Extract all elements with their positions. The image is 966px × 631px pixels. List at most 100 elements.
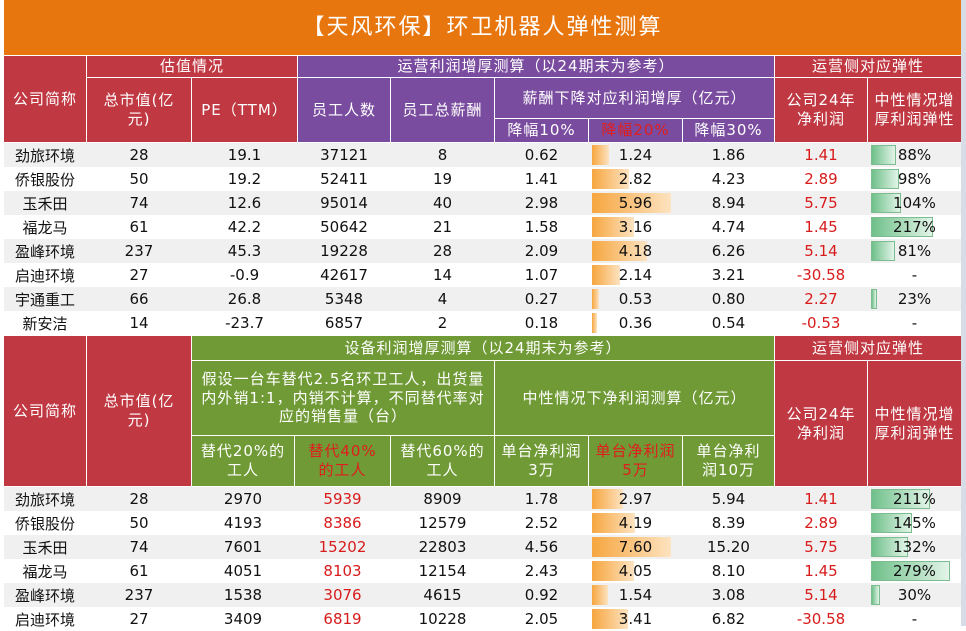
t2-header-r60: 替代60%的工人	[391, 436, 494, 486]
t1-row: 福龙马 61 42.2 50642 21 1.58 3.16 4.74 1.45 217%	[4, 215, 961, 239]
t2-cell-elastic: 279%	[868, 559, 961, 583]
spreadsheet-view: 【天风环保】环卫机器人弹性测算 公司简称 估值情况 总市值(亿元) PE（TTM…	[4, 0, 961, 629]
t1-cell-c30: 0.54	[683, 311, 774, 335]
t2-cell-p3: 2.05	[495, 607, 588, 631]
t1-value-name: 启迪环境	[14, 266, 75, 285]
t1-cell-mcap: 28	[87, 143, 191, 167]
t1-cell-staff: 37121	[298, 143, 390, 167]
t1-cell-mcap: 27	[87, 263, 191, 287]
t2-cell-mcap: 50	[87, 511, 191, 535]
t2-value-profit: 5.14	[804, 586, 838, 604]
t1-cell-salary: 4	[391, 287, 494, 311]
t2-cell-r20: 4051	[192, 559, 294, 583]
t1-cell-profit: 5.75	[775, 191, 867, 215]
t1-cell-pe: 42.2	[192, 215, 297, 239]
t2-header-p3: 单台净利润3万	[495, 436, 588, 486]
t2-databar	[871, 585, 880, 605]
t1-row: 玉禾田 74 12.6 95014 40 2.98 5.96 8.94 5.75 104%	[4, 191, 961, 215]
t1-databar	[871, 145, 896, 165]
t2-value-p5: 1.54	[618, 586, 653, 604]
t2-cell-p10: 8.10	[683, 559, 774, 583]
t2-cell-mcap: 74	[87, 535, 191, 559]
t1-value-pe: 12.6	[227, 194, 262, 212]
t1-cell-elastic: -	[868, 311, 961, 335]
t1-cell-salary: 21	[391, 215, 494, 239]
t2-value-r20: 2970	[223, 490, 263, 508]
t2-cell-name: 福龙马	[4, 559, 86, 583]
t1-value-pe: 45.3	[227, 242, 262, 260]
t1-value-c30: 3.21	[711, 266, 746, 284]
t1-value-c30: 6.26	[711, 242, 746, 260]
t1-value-mcap: 27	[129, 266, 149, 284]
t2-cell-p3: 0.92	[495, 583, 588, 607]
t1-value-c30: 1.86	[711, 146, 746, 164]
t2-value-p5: 3.41	[618, 610, 653, 628]
t2-value-mcap: 27	[129, 610, 149, 628]
t1-cell-salary: 28	[391, 239, 494, 263]
t1-cell-salary: 2	[391, 311, 494, 335]
t1-cell-pe: 26.8	[192, 287, 297, 311]
t1-cell-c20: 2.14	[589, 263, 682, 287]
t2-cell-name: 劲旅环境	[4, 487, 86, 511]
t1-header-elastic-group: 运营侧对应弹性	[775, 56, 961, 77]
t2-cell-mcap: 237	[87, 583, 191, 607]
t1-value-salary: 2	[437, 314, 448, 332]
t2-cell-profit: 1.41	[775, 487, 867, 511]
t2-cell-p5: 7.60	[589, 535, 682, 559]
t2-header-p10: 单台净利润10万	[683, 436, 774, 486]
t2-value-p3: 0.92	[524, 586, 559, 604]
t2-value-p10: 5.94	[711, 490, 746, 508]
t2-value-mcap: 28	[129, 490, 149, 508]
t1-value-staff: 19228	[320, 242, 368, 260]
t1-value-elastic: 23%	[897, 290, 932, 308]
t1-value-c10: 1.41	[524, 170, 559, 188]
t2-cell-profit: 2.89	[775, 511, 867, 535]
t2-header-profit24: 公司24年净利润	[775, 361, 867, 486]
t2-cell-profit: 5.14	[775, 583, 867, 607]
t2-cell-r20: 2970	[192, 487, 294, 511]
t1-value-c10: 2.09	[524, 242, 559, 260]
t1-cell-salary: 14	[391, 263, 494, 287]
t1-value-mcap: 28	[129, 146, 149, 164]
t2-value-p3: 2.05	[524, 610, 559, 628]
t2-value-profit: 1.45	[804, 562, 838, 580]
t1-value-profit: -30.58	[796, 266, 846, 284]
t2-value-p10: 15.20	[707, 538, 750, 556]
t1-value-staff: 5348	[324, 290, 364, 308]
t2-row: 侨银股份 50 4193 8386 12579 2.52 4.19 8.39 2.89 145%	[4, 511, 961, 535]
t2-row: 盈峰环境 237 1538 3076 4615 0.92 1.54 3.08 5.14 30%	[4, 583, 961, 607]
t1-value-name: 新安洁	[22, 314, 68, 333]
t2-row: 启迪环境 27 3409 6819 10228 2.05 3.41 6.82 -30.58 -	[4, 607, 961, 631]
t2-header-p5: 单台净利润5万	[589, 436, 682, 486]
t2-header-r20: 替代20%的工人	[192, 436, 294, 486]
t2-value-p3: 1.78	[524, 490, 559, 508]
t1-value-c10: 2.98	[524, 194, 559, 212]
t1-value-c20: 0.36	[618, 314, 653, 332]
t1-cell-profit: 1.45	[775, 215, 867, 239]
t2-header-elastic-group: 运营侧对应弹性	[775, 336, 961, 360]
t2-value-elastic: -	[911, 610, 918, 628]
t1-cell-c10: 1.58	[495, 215, 588, 239]
t2-value-name: 劲旅环境	[14, 490, 75, 509]
t2-cell-p10: 3.08	[683, 583, 774, 607]
t2-databar	[592, 537, 671, 557]
t1-header-cut20: 降幅20%	[589, 119, 682, 142]
t1-header-cut30: 降幅30%	[683, 119, 774, 142]
t2-value-name: 玉禾田	[22, 538, 68, 557]
t1-value-c20: 5.96	[618, 194, 653, 212]
t2-cell-r20: 7601	[192, 535, 294, 559]
t1-value-c10: 0.18	[524, 314, 559, 332]
t1-value-staff: 42617	[320, 266, 368, 284]
t1-header-ops-group: 运营利润增厚测算（以24期末为参考）	[298, 56, 774, 77]
t2-header-neutral: 中性情况下净利润测算（亿元）	[495, 361, 774, 435]
t2-cell-elastic: 211%	[868, 487, 961, 511]
t1-databar	[871, 241, 895, 261]
t1-databar	[592, 265, 620, 285]
t1-value-c20: 2.14	[618, 266, 653, 284]
t2-cell-r40: 8103	[295, 559, 390, 583]
t1-value-profit: 2.27	[804, 290, 838, 308]
t2-value-elastic: 145%	[893, 514, 936, 532]
t1-value-salary: 8	[437, 146, 448, 164]
t1-value-staff: 50642	[320, 218, 368, 236]
t1-databar	[592, 193, 671, 213]
